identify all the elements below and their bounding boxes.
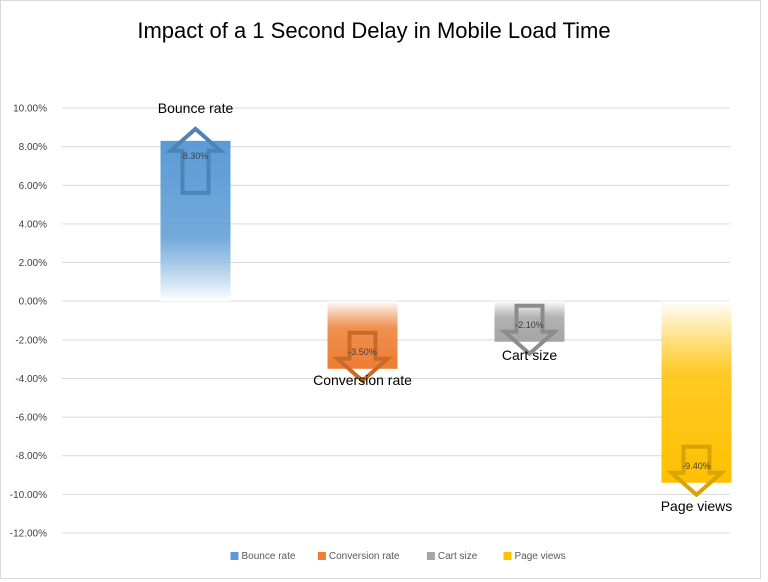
legend-entry-conversion-rate: Conversion rate xyxy=(317,551,400,562)
legend-swatch xyxy=(317,552,326,560)
y-tick-label: 8.00% xyxy=(19,142,47,153)
y-tick-label: -2.00% xyxy=(15,335,47,346)
legend: Bounce rate Conversion rate Cart size Page … xyxy=(230,551,566,562)
legend-swatch xyxy=(230,552,239,560)
legend-entry-bounce-rate: Bounce rate xyxy=(230,551,296,562)
value-labels: 8.30% -3.50% -2.10% -9.40% xyxy=(183,151,711,471)
y-tick-label: 6.00% xyxy=(19,181,47,192)
value-label-cart-size: -2.10% xyxy=(515,320,544,330)
arrows xyxy=(165,126,727,498)
legend-entry-cart-size: Cart size xyxy=(426,551,478,562)
y-tick-label: -12.00% xyxy=(10,529,47,540)
y-tick-label: -10.00% xyxy=(10,490,47,501)
legend-entry-page-views: Page views xyxy=(503,551,566,562)
category-label-conversion-rate: Conversion rate xyxy=(313,372,412,388)
y-tick-label: -4.00% xyxy=(15,374,47,385)
bar-bounce-rate xyxy=(160,140,231,302)
y-tick-label: 4.00% xyxy=(19,219,47,230)
legend-swatch xyxy=(426,552,435,560)
legend-label: Cart size xyxy=(438,551,478,562)
legend-label: Conversion rate xyxy=(329,551,400,562)
value-label-bounce-rate: 8.30% xyxy=(183,151,209,161)
category-label-page-views: Page views xyxy=(661,498,733,514)
value-label-page-views: -9.40% xyxy=(682,461,711,471)
chart-title: Impact of a 1 Second Delay in Mobile Loa… xyxy=(137,18,610,43)
arrow-up-icon xyxy=(165,126,226,195)
y-tick-label: 10.00% xyxy=(13,104,47,115)
category-labels: Bounce rate Conversion rate Cart size Page … xyxy=(158,100,733,514)
legend-swatch xyxy=(503,552,512,560)
bar-page-views xyxy=(661,301,732,483)
y-tick-label: 0.00% xyxy=(19,297,47,308)
y-tick-label: 2.00% xyxy=(19,258,47,269)
arrow-down-icon xyxy=(332,330,393,384)
legend-label: Bounce rate xyxy=(242,551,296,562)
y-tick-label: -8.00% xyxy=(15,451,47,462)
category-label-bounce-rate: Bounce rate xyxy=(158,100,234,116)
arrow-down-icon xyxy=(499,303,560,357)
arrow-down-icon xyxy=(666,444,727,498)
category-label-cart-size: Cart size xyxy=(502,347,557,363)
legend-label: Page views xyxy=(515,551,566,562)
y-axis-tick-labels: 10.00% 8.00% 6.00% 4.00% 2.00% 0.00% -2.00% -4.… xyxy=(10,104,47,540)
y-tick-label: -6.00% xyxy=(15,413,47,424)
value-label-conversion-rate: -3.50% xyxy=(348,347,377,357)
